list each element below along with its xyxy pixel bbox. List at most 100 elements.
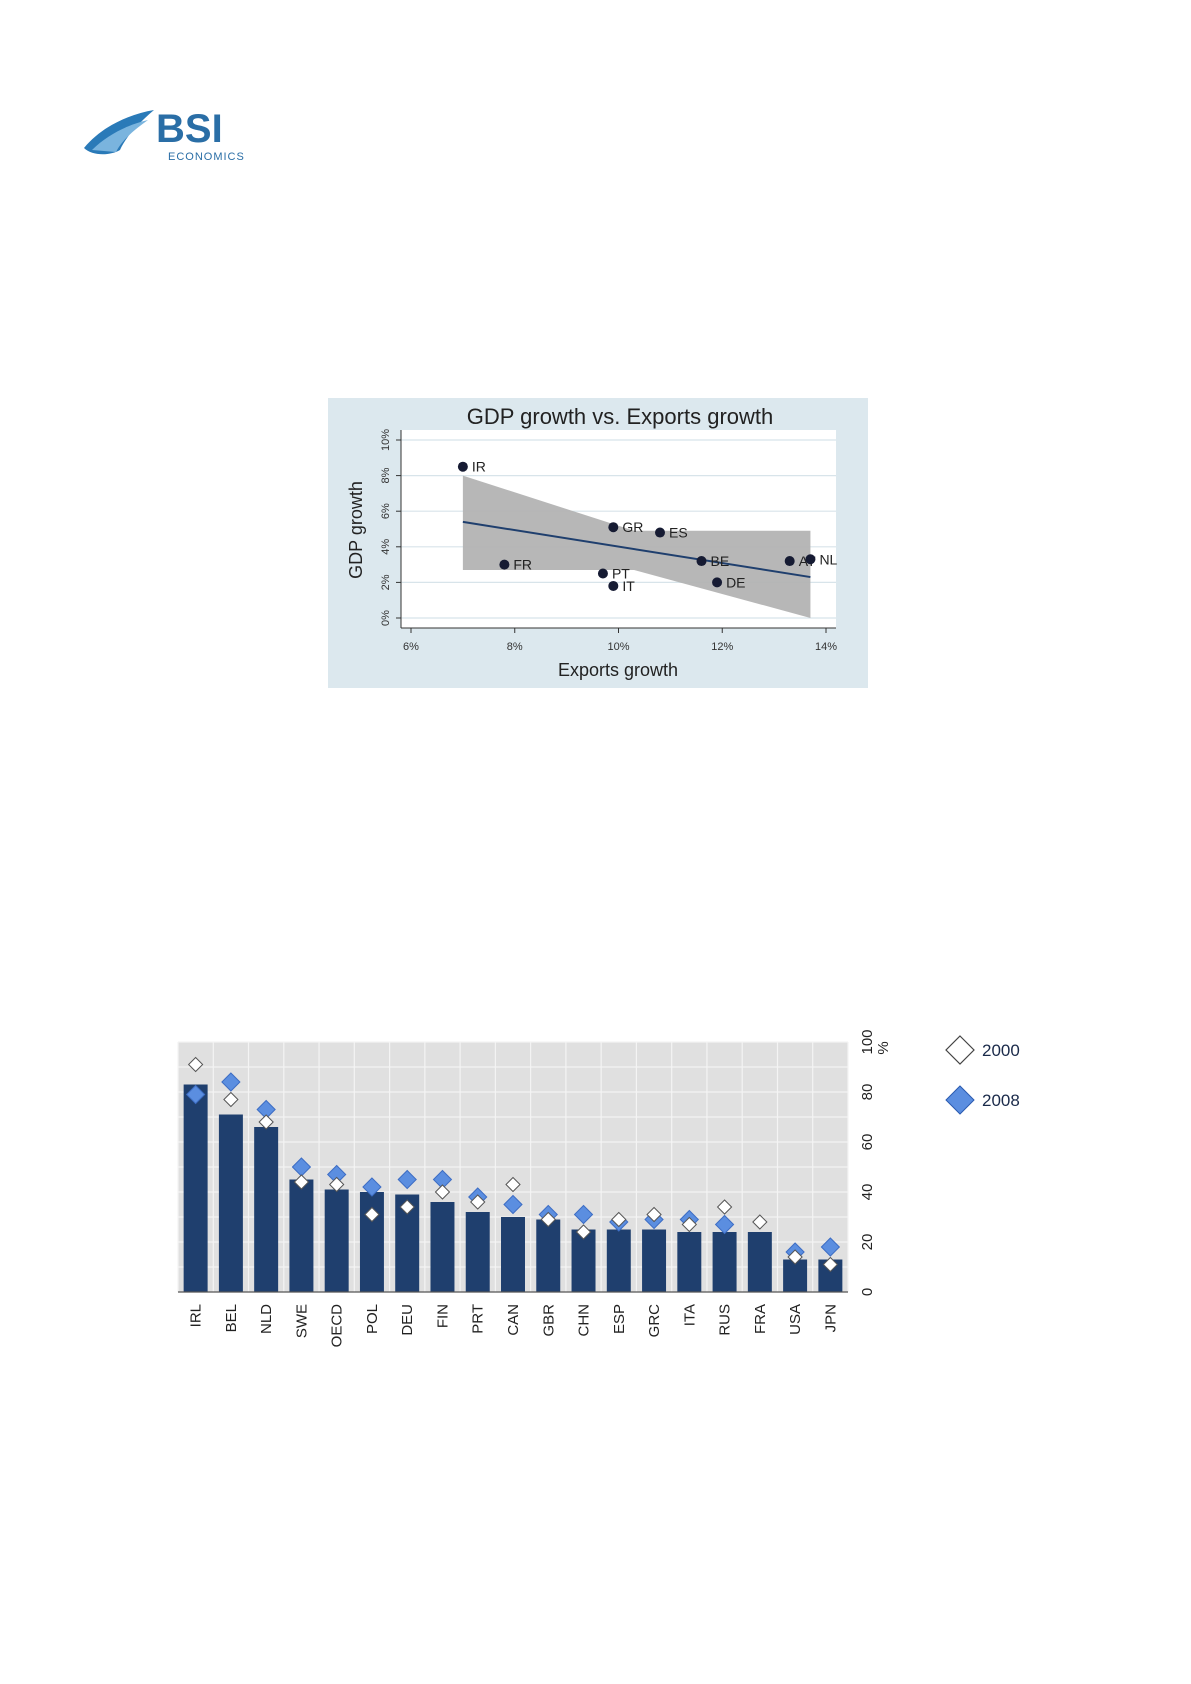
marker-2000-prt	[470, 1194, 486, 1210]
fit-line	[462, 520, 811, 579]
data-point-ir	[457, 461, 468, 472]
bar-bel	[218, 1114, 243, 1292]
point-label-de: DE	[726, 574, 745, 590]
y-tick-label: 8%	[380, 467, 392, 483]
marker-2000-bel	[223, 1091, 239, 1108]
bar-prt	[465, 1212, 490, 1292]
marker-2008-pol	[362, 1177, 382, 1197]
wave-logo-icon-accent	[92, 120, 148, 152]
bar-irl	[183, 1084, 208, 1292]
marker-2000-grc	[646, 1206, 662, 1223]
x-tick-label-grc: GRC	[646, 1304, 663, 1338]
y-axis-label: GDP growth	[346, 481, 366, 579]
x-tick-label-irl: IRL	[188, 1304, 205, 1327]
bar-grc	[642, 1229, 667, 1292]
y-tick-label: 60	[859, 1134, 876, 1151]
x-tick-label-can: CAN	[505, 1304, 522, 1336]
y-tick-label: 100	[859, 1029, 876, 1054]
marker-2008-bel	[221, 1072, 241, 1092]
marker-2000-pol	[364, 1206, 380, 1223]
bar-gbr	[536, 1219, 561, 1292]
bar-usa	[783, 1259, 808, 1292]
x-tick-label-swe: SWE	[293, 1304, 310, 1338]
y-tick-label: 2%	[380, 574, 392, 590]
bsi-economics-logo: BSI ECONOMICS	[84, 107, 245, 163]
legend-marker-2000	[945, 1035, 975, 1065]
y-tick-label: 40	[859, 1184, 876, 1201]
marker-2000-deu	[399, 1199, 415, 1215]
data-point-it	[608, 580, 619, 591]
data-point-nl	[805, 554, 816, 565]
bar-deu	[395, 1194, 420, 1292]
x-tick-label: 14%	[815, 641, 837, 653]
x-tick-label-rus: RUS	[717, 1304, 734, 1336]
marker-2000-chn	[575, 1224, 592, 1240]
marker-2000-esp	[611, 1211, 627, 1228]
confidence-band	[462, 475, 811, 618]
x-tick-label: 8%	[507, 641, 523, 653]
x-tick-label-fra: FRA	[752, 1304, 769, 1334]
y-tick-label: 0%	[380, 610, 392, 626]
bar-jpn	[818, 1259, 843, 1292]
point-label-es: ES	[669, 525, 688, 541]
y-unit-label: %	[875, 1041, 892, 1054]
marker-2008-chn	[573, 1204, 594, 1225]
x-tick-label-usa: USA	[787, 1304, 804, 1335]
x-tick-label-prt: PRT	[470, 1304, 487, 1334]
marker-2000-rus	[716, 1199, 733, 1215]
x-tick-label-pol: POL	[364, 1304, 381, 1334]
y-tick-label: 80	[859, 1084, 876, 1101]
x-tick-label-chn: CHN	[576, 1304, 593, 1337]
point-label-pt: PT	[612, 566, 630, 582]
x-tick-label: 6%	[403, 641, 419, 653]
marker-2000-irl	[187, 1056, 204, 1073]
bar-esp	[606, 1229, 631, 1292]
data-point-be	[696, 556, 707, 567]
data-point-fr	[499, 559, 510, 570]
data-point-gr	[608, 522, 619, 533]
bar-pol	[359, 1192, 384, 1292]
marker-2000-fin	[434, 1184, 451, 1200]
marker-2000-ita	[681, 1216, 698, 1233]
bar-chn	[571, 1229, 596, 1292]
point-label-nl: NL	[819, 551, 837, 567]
logo-sub: ECONOMICS	[168, 151, 245, 163]
data-point-es	[655, 527, 665, 538]
marker-2008-deu	[397, 1169, 417, 1190]
bar-ita	[677, 1232, 702, 1292]
marker-2008-rus	[714, 1214, 735, 1235]
scatter-chart: GDP growth vs. Exports growth IR FR GR PTIT…	[328, 398, 868, 688]
legend-marker-2008	[945, 1085, 975, 1115]
x-tick-label-gbr: GBR	[540, 1304, 557, 1337]
legend-label-2000: 2000	[982, 1041, 1020, 1060]
x-tick-label-ita: ITA	[681, 1304, 698, 1326]
y-tick-label: 10%	[380, 429, 392, 451]
marker-2000-swe	[293, 1174, 310, 1190]
marker-2000-fra	[752, 1214, 768, 1230]
logo-brand: BSI	[156, 107, 223, 151]
marker-2000-can	[505, 1176, 521, 1193]
marker-2008-jpn	[820, 1237, 841, 1257]
y-tick-label: 6%	[380, 503, 392, 519]
marker-2000-jpn	[822, 1256, 839, 1273]
y-tick-label: 4%	[380, 539, 392, 555]
legend: 2000 2008	[945, 1035, 1020, 1115]
x-tick-label-deu: DEU	[399, 1304, 416, 1336]
marker-2000-oecd	[328, 1176, 345, 1193]
data-point-at	[784, 556, 795, 567]
point-label-it: IT	[622, 578, 635, 594]
bar-swe	[289, 1179, 314, 1292]
point-label-fr: FR	[513, 557, 532, 573]
bar-nld	[254, 1127, 279, 1292]
x-tick-label-fin: FIN	[434, 1304, 451, 1328]
marker-2000-usa	[787, 1249, 803, 1265]
bar-can	[501, 1217, 525, 1292]
bar-oecd	[324, 1189, 349, 1292]
legend-label-2008: 2008	[982, 1091, 1020, 1110]
marker-2000-nld	[258, 1114, 274, 1130]
marker-2008-can	[503, 1194, 523, 1215]
point-label-be: BE	[711, 553, 730, 569]
x-tick-label-bel: BEL	[223, 1304, 240, 1332]
data-point-de	[712, 577, 723, 588]
bar-fra	[747, 1232, 772, 1292]
